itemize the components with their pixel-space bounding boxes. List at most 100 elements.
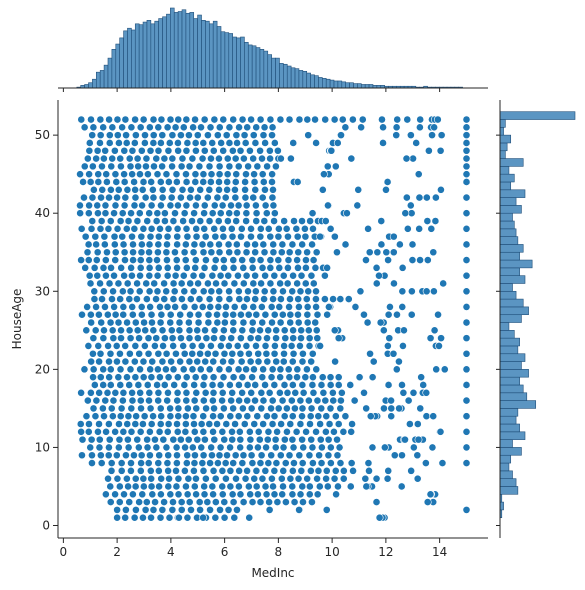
- scatter-point: [261, 342, 270, 350]
- scatter-point: [183, 490, 192, 499]
- scatter-point: [286, 295, 294, 303]
- scatter-point: [168, 185, 177, 194]
- scatter-point: [435, 342, 443, 350]
- scatter-point: [135, 209, 144, 218]
- scatter-point: [362, 482, 371, 491]
- scatter-point: [278, 490, 287, 499]
- scatter-point: [80, 193, 88, 202]
- scatter-point: [304, 326, 313, 335]
- scatter-point: [247, 115, 255, 124]
- scatter-point: [387, 412, 396, 421]
- scatter-point: [436, 146, 445, 155]
- scatter-point: [338, 115, 347, 124]
- scatter-point: [303, 318, 312, 327]
- scatter-point: [144, 459, 153, 467]
- scatter-point: [147, 420, 156, 428]
- scatter-point: [147, 482, 156, 491]
- scatter-point: [302, 263, 310, 272]
- scatter-point: [89, 404, 98, 413]
- scatter-point: [185, 498, 194, 506]
- marginal-x-bar: [251, 45, 257, 89]
- scatter-point: [119, 240, 128, 249]
- scatter-point: [251, 381, 260, 389]
- scatter-point: [216, 342, 225, 350]
- scatter-point: [128, 388, 137, 397]
- scatter-point: [261, 271, 270, 280]
- marginal-y-bar: [499, 322, 510, 331]
- scatter-point: [136, 271, 144, 280]
- scatter-point: [78, 310, 86, 319]
- scatter-point: [187, 185, 195, 194]
- scatter-point: [317, 404, 326, 413]
- scatter-point: [298, 459, 307, 467]
- scatter-point: [421, 459, 430, 467]
- scatter-point: [121, 513, 130, 522]
- scatter-point: [360, 388, 368, 397]
- scatter-point: [301, 373, 310, 382]
- scatter-point: [137, 240, 146, 249]
- scatter-point: [326, 404, 335, 413]
- scatter-point: [399, 342, 407, 350]
- scatter-point: [275, 302, 284, 311]
- scatter-point: [172, 443, 181, 452]
- scatter-point: [169, 217, 178, 225]
- scatter-point: [215, 178, 223, 186]
- scatter-point: [144, 349, 153, 358]
- scatter-point: [133, 295, 141, 303]
- scatter-point: [228, 146, 237, 155]
- scatter-point: [412, 139, 421, 147]
- scatter-point: [117, 326, 125, 335]
- scatter-point: [301, 232, 310, 241]
- marginal-x-bar: [154, 20, 159, 89]
- scatter-point: [256, 146, 264, 155]
- scatter-point: [238, 459, 247, 467]
- scatter-point: [261, 201, 270, 210]
- marginal-y-bar: [499, 259, 533, 269]
- scatter-point: [189, 412, 198, 421]
- scatter-point: [124, 443, 133, 452]
- scatter-point: [244, 162, 253, 171]
- scatter-point: [303, 474, 312, 483]
- scatter-point: [254, 427, 263, 436]
- scatter-point: [286, 310, 295, 319]
- scatter-point: [253, 162, 262, 171]
- scatter-point: [235, 295, 244, 303]
- scatter-point: [231, 185, 239, 194]
- scatter-point: [162, 349, 171, 358]
- scatter-point: [213, 459, 222, 467]
- scatter-point: [462, 131, 471, 140]
- scatter-point: [118, 232, 127, 241]
- scatter-point: [432, 365, 441, 374]
- scatter-point: [218, 490, 227, 499]
- scatter-point: [386, 302, 394, 311]
- scatter-point: [279, 443, 288, 452]
- scatter-point: [131, 131, 140, 140]
- scatter-point: [154, 248, 162, 257]
- scatter-point: [247, 404, 256, 413]
- scatter-point: [184, 474, 193, 483]
- scatter-point: [462, 193, 471, 202]
- scatter-point: [162, 443, 171, 452]
- scatter-point: [141, 505, 150, 514]
- scatter-point: [288, 381, 297, 389]
- scatter-point: [89, 185, 98, 194]
- scatter-point: [298, 412, 306, 421]
- scatter-point: [382, 185, 390, 194]
- scatter-point: [122, 139, 131, 147]
- scatter-point: [322, 466, 331, 475]
- scatter-point: [218, 466, 227, 475]
- scatter-point: [272, 334, 280, 343]
- scatter-point: [129, 256, 137, 264]
- scatter-point: [90, 381, 99, 389]
- scatter-point: [295, 505, 303, 514]
- scatter-point: [225, 209, 234, 218]
- marginal-histogram-houseage: [496, 111, 576, 527]
- scatter-point: [288, 240, 297, 249]
- scatter-point: [243, 412, 252, 421]
- scatter-point: [261, 381, 269, 389]
- scatter-point: [82, 326, 91, 335]
- scatter-point: [279, 287, 287, 296]
- scatter-point: [297, 271, 306, 280]
- scatter-point: [192, 224, 201, 233]
- scatter-point: [131, 474, 140, 483]
